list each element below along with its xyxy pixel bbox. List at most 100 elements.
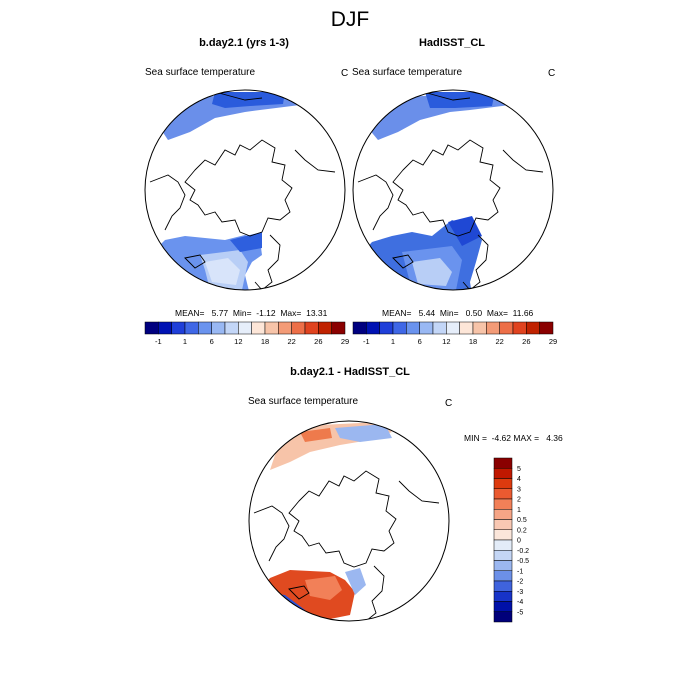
diff-colorbar-swatch: [493, 601, 513, 612]
diff-atlantic-cool: [345, 568, 366, 595]
diff-colorbar-tick-label: 0.2: [517, 527, 527, 534]
model-colorbar-swatch: [224, 321, 239, 335]
diff-colorbar-tick-label: 4: [517, 476, 521, 483]
model-colorbar-tick-label: 29: [341, 337, 349, 346]
diff-colorbar-swatch: [493, 539, 513, 551]
obs-colorbar-tick-label: 22: [495, 337, 503, 346]
model-colorbar-swatch: [331, 321, 346, 335]
diff-colorbar-swatch: [493, 591, 513, 602]
diff-colorbar-tick-label: -1: [517, 568, 523, 575]
diff-colorbar-swatch: [493, 488, 513, 500]
diff-colorbar-swatch: [493, 580, 513, 592]
obs-panel-title: HadISST_CL: [418, 37, 485, 49]
diff-stats: MIN = -4.62 MAX = 4.36: [464, 433, 563, 443]
diff-colorbar-tick-label: 1: [517, 507, 521, 514]
model-coastlines: [149, 90, 336, 290]
model-colorbar-tick-label: 18: [261, 337, 269, 346]
obs-colorbar-swatch: [526, 321, 540, 335]
diff-colorbar-tick-label: -3: [517, 589, 523, 596]
obs-colorbar-swatch: [432, 321, 447, 335]
diff-units-label: C: [445, 398, 453, 409]
diff-colorbar-tick-label: 0.5: [517, 517, 527, 524]
obs-top-sst-cold: [425, 92, 495, 108]
diff-colorbar: 5 4 3 2 1 0.5 0.2 0 -0.2 -0.5 -1 -2 -3 -4 -5: [493, 457, 529, 623]
obs-colorbar-tick-label: 18: [469, 337, 477, 346]
diff-colorbar-tick-label: -5: [517, 609, 523, 616]
obs-colorbar-tick-label: 6: [418, 337, 422, 346]
model-colorbar-tick-label: 12: [234, 337, 242, 346]
model-colorbar-swatch: [144, 321, 159, 335]
diff-colorbar-swatch: [493, 457, 513, 469]
obs-colorbar-tick-label: 29: [549, 337, 557, 346]
diff-colorbar-swatch: [493, 519, 513, 530]
model-panel-title: b.day2.1 (yrs 1-3): [199, 37, 289, 49]
obs-colorbar-swatch: [446, 321, 460, 335]
model-colorbar-tick-label: -1: [155, 337, 162, 346]
diff-colorbar-tick-label: 0: [517, 538, 521, 545]
diff-colorbar-swatch: [493, 570, 513, 582]
diff-colorbar-swatch: [493, 560, 513, 571]
model-colorbar-swatch: [291, 321, 306, 335]
diff-colorbar-swatch: [493, 550, 513, 561]
model-colorbar-swatch: [278, 321, 292, 335]
model-colorbar-swatch: [304, 321, 319, 335]
obs-map: [352, 89, 554, 291]
diff-atlantic-warm-center: [305, 576, 342, 600]
obs-colorbar-swatch: [392, 321, 407, 335]
diff-colorbar-tick-label: 3: [517, 486, 521, 493]
model-stats: MEAN= 5.77 Min= -1.12 Max= 13.31: [175, 308, 328, 318]
model-atlantic-warmer: [205, 258, 240, 285]
model-colorbar-swatch: [211, 321, 226, 335]
diff-top-hot: [300, 428, 332, 442]
diff-colorbar-swatch: [493, 498, 513, 510]
diff-colorbar-swatch: [493, 611, 513, 623]
obs-colorbar-swatch: [512, 321, 527, 335]
model-colorbar-tick-label: 26: [314, 337, 322, 346]
model-colorbar-tick-label: 6: [210, 337, 214, 346]
model-variable-label: Sea surface temperature: [145, 67, 256, 78]
model-atlantic-cold: [230, 232, 262, 252]
obs-colorbar-swatch: [472, 321, 487, 335]
obs-colorbar: -1 1 6 12 18 22 26 29: [352, 321, 557, 346]
obs-colorbar-swatch: [459, 321, 474, 335]
diff-variable-label: Sea surface temperature: [248, 396, 359, 407]
diff-panel-title: b.day2.1 - HadISST_CL: [290, 366, 410, 378]
obs-colorbar-swatch: [486, 321, 500, 335]
diff-top-cool: [335, 424, 392, 442]
diff-atlantic-warm: [258, 570, 355, 621]
diff-colorbar-tick-label: -0.2: [517, 548, 529, 555]
obs-colorbar-swatch: [352, 321, 367, 335]
diff-colorbar-swatch: [493, 529, 513, 541]
diff-colorbar-tick-label: 2: [517, 497, 521, 504]
diff-colorbar-swatch: [493, 468, 513, 479]
model-colorbar-swatch: [238, 321, 252, 335]
obs-colorbar-tick-label: -1: [363, 337, 370, 346]
diff-map: [248, 420, 450, 622]
diff-colorbar-swatch: [493, 478, 513, 489]
model-colorbar-swatch: [318, 321, 332, 335]
diff-colorbar-tick-label: 5: [517, 466, 521, 473]
obs-colorbar-tick-label: 1: [391, 337, 395, 346]
diff-colorbar-swatch: [493, 509, 513, 520]
obs-colorbar-swatch: [419, 321, 434, 335]
diff-colorbar-tick-label: -4: [517, 599, 523, 606]
obs-variable-label: Sea surface temperature: [352, 67, 463, 78]
diff-colorbar-tick-label: -2: [517, 579, 523, 586]
obs-stats: MEAN= 5.44 Min= 0.50 Max= 11.66: [382, 308, 534, 318]
obs-colorbar-tick-label: 26: [522, 337, 530, 346]
figure-title: DJF: [330, 8, 370, 31]
model-colorbar-tick-label: 1: [183, 337, 187, 346]
model-colorbar-swatch: [158, 321, 172, 335]
obs-colorbar-tick-label: 12: [442, 337, 450, 346]
model-colorbar-tick-label: 22: [287, 337, 295, 346]
obs-colorbar-swatch: [366, 321, 380, 335]
obs-colorbar-swatch: [406, 321, 420, 335]
model-colorbar-swatch: [251, 321, 266, 335]
model-units-label: C: [341, 68, 349, 79]
model-map: [144, 89, 346, 291]
obs-colorbar-swatch: [379, 321, 394, 335]
model-colorbar-swatch: [264, 321, 279, 335]
model-colorbar-swatch: [171, 321, 186, 335]
model-colorbar-swatch: [198, 321, 212, 335]
